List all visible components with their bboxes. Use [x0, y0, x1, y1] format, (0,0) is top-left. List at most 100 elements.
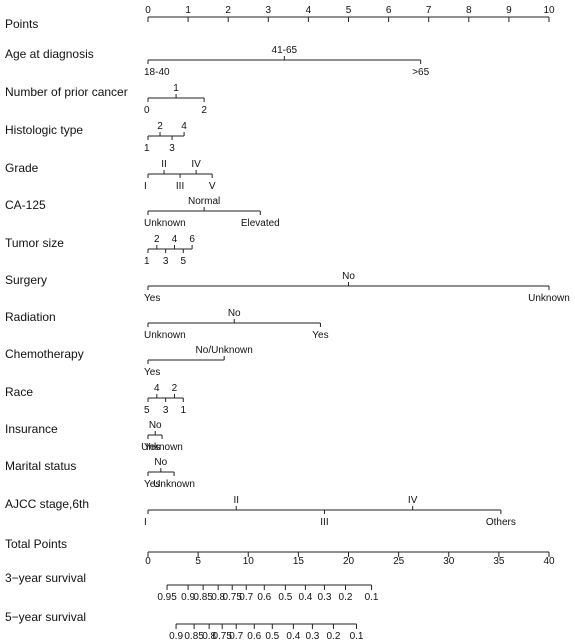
survival-tick-label: 0.9: [181, 592, 195, 603]
level-label: III: [320, 517, 328, 528]
level-label: 3: [163, 256, 169, 267]
survival-tick-label: 0.95: [157, 592, 177, 603]
level-label: 3: [169, 143, 175, 154]
variable-label: Surgery: [5, 273, 47, 287]
variable-label: Age at diagnosis: [5, 47, 94, 61]
points-axis-tick-label: 10: [543, 5, 555, 16]
points-axis-tick-label: 0: [145, 5, 151, 16]
total-points-tick-label: 5: [195, 556, 201, 567]
level-label: >65: [412, 67, 429, 78]
points-axis-tick-label: 2: [225, 5, 231, 16]
total-points-tick-label: 25: [393, 556, 405, 567]
survival-tick-label: 0.6: [247, 631, 261, 641]
level-label: No: [342, 271, 355, 282]
points-axis-tick-label: 6: [386, 5, 392, 16]
survival-tick-label: 0.9: [169, 631, 183, 641]
level-label: 0: [144, 105, 150, 116]
survival-tick-label: 0.4: [298, 592, 312, 603]
survival-tick-label: 0.2: [339, 592, 353, 603]
points-axis-tick-label: 8: [466, 5, 472, 16]
total-points-tick-label: 20: [343, 556, 355, 567]
level-label: 2: [201, 105, 207, 116]
level-label: No/Unknown: [196, 345, 253, 356]
total-points-tick-label: 10: [243, 556, 255, 567]
level-label: 2: [172, 383, 178, 394]
level-label: 41-65: [272, 45, 298, 56]
total-points-tick-label: 0: [145, 556, 151, 567]
level-label: III: [176, 181, 184, 192]
level-label: Normal: [188, 196, 220, 207]
survival-tick-label: 0.2: [327, 631, 341, 641]
level-label: 1: [144, 256, 150, 267]
level-label: Others: [486, 517, 516, 528]
level-label: Yes: [144, 479, 160, 490]
variable-label: Number of prior cancer: [5, 85, 128, 99]
variable-label: Insurance: [5, 422, 58, 436]
total-points-tick-label: 15: [293, 556, 305, 567]
variable-label: AJCC stage,6th: [5, 497, 89, 511]
survival-tick-label: 0.75: [222, 592, 242, 603]
survival-tick-label: 0.7: [239, 592, 253, 603]
survival-tick-label: 0.3: [305, 631, 319, 641]
survival-tick-label: 0.5: [278, 592, 292, 603]
level-label: IV: [408, 495, 418, 506]
variable-label: Chemotherapy: [5, 347, 84, 361]
variable-label: Grade: [5, 161, 39, 175]
level-label: Unknown: [141, 442, 183, 453]
survival-axis-title: 5−year survival: [5, 610, 86, 624]
survival-axis-title: 3−year survival: [5, 571, 86, 585]
total-points-tick-label: 40: [543, 556, 555, 567]
variable-label: Radiation: [5, 310, 56, 324]
survival-tick-label: 0.1: [350, 631, 364, 641]
total-points-tick-label: 30: [443, 556, 455, 567]
level-label: 4: [154, 383, 160, 394]
level-label: Yes: [144, 293, 160, 304]
points-axis-tick-label: 4: [306, 5, 312, 16]
survival-tick-label: 0.85: [184, 631, 204, 641]
survival-tick-label: 0.8: [202, 631, 216, 641]
level-label: Elevated: [241, 218, 280, 229]
level-label: I: [144, 181, 147, 192]
level-label: 4: [172, 234, 178, 245]
variable-label: Marital status: [5, 459, 76, 473]
points-axis-tick-label: 9: [506, 5, 512, 16]
level-label: II: [161, 159, 167, 170]
variable-label: Race: [5, 385, 33, 399]
level-label: II: [233, 495, 239, 506]
points-axis-title: Points: [5, 17, 38, 31]
survival-tick-label: 0.3: [317, 592, 331, 603]
level-label: 4: [181, 121, 187, 132]
survival-tick-label: 0.6: [257, 592, 271, 603]
points-axis-tick-label: 1: [185, 5, 191, 16]
level-label: 6: [189, 234, 195, 245]
level-label: IV: [191, 159, 201, 170]
level-label: No: [154, 457, 167, 468]
level-label: No: [149, 420, 162, 431]
survival-tick-label: 0.85: [193, 592, 213, 603]
points-axis-tick-label: 3: [266, 5, 272, 16]
survival-tick-label: 0.8: [211, 592, 225, 603]
level-label: No: [228, 308, 241, 319]
level-label: V: [209, 181, 216, 192]
variable-label: Histologic type: [5, 123, 83, 137]
level-label: Unknown: [144, 218, 186, 229]
total-points-tick-label: 35: [493, 556, 505, 567]
survival-tick-label: 0.75: [212, 631, 232, 641]
level-label: 1: [144, 143, 150, 154]
variable-label: Tumor size: [5, 236, 64, 250]
level-label: 18-40: [144, 67, 170, 78]
level-label: I: [144, 517, 147, 528]
level-label: 2: [157, 121, 163, 132]
survival-tick-label: 0.5: [265, 631, 279, 641]
level-label: 5: [181, 256, 187, 267]
level-label: Yes: [144, 367, 160, 378]
points-axis-tick-label: 7: [426, 5, 432, 16]
points-axis-tick-label: 5: [346, 5, 352, 16]
level-label: Unknown: [528, 293, 570, 304]
level-label: Unknown: [144, 330, 186, 341]
level-label: 1: [181, 405, 187, 416]
level-label: Yes: [312, 330, 328, 341]
level-label: Unknown: [153, 479, 195, 490]
level-label: 5: [144, 405, 150, 416]
